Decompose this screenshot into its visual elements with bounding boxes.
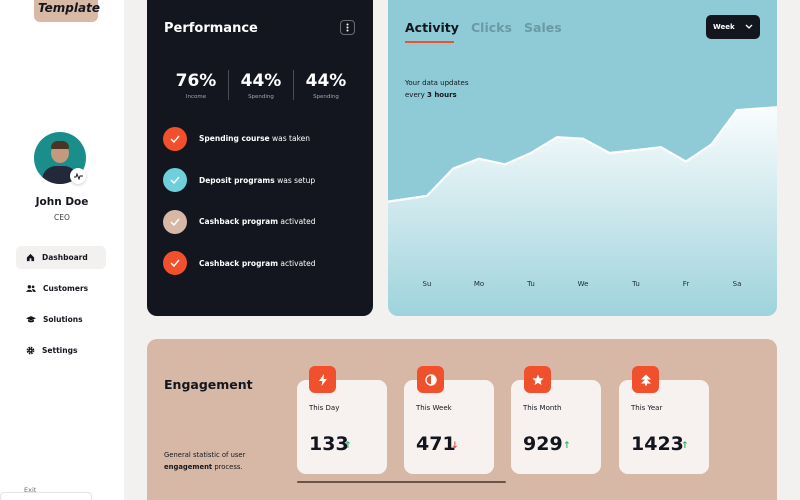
stat-card-label: This Year bbox=[631, 404, 663, 412]
sidebar-item-settings[interactable]: Settings bbox=[16, 339, 106, 362]
trend-down-icon: ↓ bbox=[451, 441, 459, 451]
x-tick-label: Su bbox=[422, 280, 432, 288]
sidebar-nav: Dashboard Customers Solutions Settings bbox=[16, 246, 106, 370]
stat-label: Spending bbox=[248, 94, 274, 100]
logo[interactable] bbox=[34, 0, 98, 22]
x-tick-label: Sa bbox=[732, 280, 742, 288]
task-text: Spending course was taken bbox=[199, 134, 311, 143]
update-note: Your data updates every 3 hours bbox=[405, 79, 469, 99]
trend-up-icon: ↑ bbox=[344, 441, 352, 451]
x-tick-label: Mo bbox=[473, 280, 485, 288]
x-tick-label: We bbox=[577, 280, 589, 288]
task-item[interactable]: Deposit programs was setup bbox=[163, 168, 316, 193]
engagement-description: General statistic of user engagement pro… bbox=[164, 451, 246, 471]
chevron-down-icon bbox=[745, 24, 753, 29]
stat-label: Spending bbox=[313, 94, 339, 100]
exit-button[interactable] bbox=[0, 492, 92, 500]
users-icon bbox=[26, 285, 36, 292]
stat-card-day[interactable]: This Day 133 ↑ bbox=[297, 380, 387, 474]
stat-card-value: 133 bbox=[309, 433, 349, 455]
check-icon bbox=[163, 168, 187, 192]
home-icon bbox=[26, 253, 35, 262]
star-icon bbox=[524, 366, 551, 393]
vertical-dots-icon bbox=[346, 23, 349, 32]
sidebar-item-customers[interactable]: Customers bbox=[16, 277, 106, 300]
engagement-card: Engagement General statistic of user eng… bbox=[147, 339, 777, 500]
activity-area bbox=[388, 107, 777, 316]
stat-card-label: This Day bbox=[309, 404, 340, 412]
logo-text: Template bbox=[38, 1, 100, 15]
performance-title: Performance bbox=[164, 21, 258, 36]
x-tick-label: Fr bbox=[682, 280, 690, 288]
active-tab-indicator bbox=[405, 41, 454, 43]
activity-line bbox=[388, 106, 777, 203]
carousel-scrollbar[interactable] bbox=[297, 481, 506, 483]
stat-label: Income bbox=[185, 94, 207, 100]
task-item[interactable]: Cashback program activated bbox=[163, 251, 316, 276]
task-item[interactable]: Spending course was taken bbox=[163, 126, 316, 151]
stat-card-year[interactable]: This Year 1423 ↑ bbox=[619, 380, 709, 474]
tab-sales[interactable]: Sales bbox=[524, 20, 562, 35]
sidebar-item-dashboard[interactable]: Dashboard bbox=[16, 246, 106, 269]
period-select[interactable]: Week bbox=[706, 15, 760, 39]
stat-card-value: 929 bbox=[523, 433, 563, 455]
period-select-value: Week bbox=[713, 23, 735, 31]
sidebar: Template John Doe CEO Dashboard Customer… bbox=[0, 0, 124, 500]
double-chevron-up-icon bbox=[632, 366, 659, 393]
activity-chart bbox=[388, 106, 777, 316]
stat-card-label: This Month bbox=[523, 404, 562, 412]
stat-card-value: 1423 bbox=[631, 433, 684, 455]
check-icon bbox=[163, 126, 187, 151]
task-text: Deposit programs was setup bbox=[199, 175, 316, 185]
stat-card-value: 471 bbox=[416, 433, 456, 455]
stat-income: 76% Income bbox=[164, 70, 228, 100]
x-tick-label: Tu bbox=[632, 280, 640, 288]
stat-card-label: This Week bbox=[416, 404, 452, 412]
stat-value: 44% bbox=[305, 71, 347, 91]
user-role: CEO bbox=[54, 213, 70, 222]
x-tick-label: Tu bbox=[527, 280, 535, 288]
stat-spending-2: 44% Spending bbox=[293, 70, 358, 100]
pulse-icon[interactable] bbox=[70, 168, 86, 184]
stat-card-week[interactable]: This Week 471 ↓ bbox=[404, 380, 494, 474]
more-options-button[interactable] bbox=[340, 20, 355, 35]
stat-spending: 44% Spending bbox=[228, 70, 293, 100]
task-item[interactable]: Cashback program activated bbox=[163, 209, 316, 234]
user-name: John Doe bbox=[35, 196, 89, 208]
trend-up-icon: ↑ bbox=[563, 441, 571, 451]
check-icon bbox=[163, 209, 187, 234]
lightning-icon bbox=[309, 366, 336, 393]
trend-up-icon: ↑ bbox=[681, 441, 689, 451]
sidebar-item-label: Dashboard bbox=[42, 253, 88, 262]
stat-value: 44% bbox=[240, 71, 282, 91]
engagement-title: Engagement bbox=[164, 377, 253, 392]
performance-stats: 76% Income 44% Spending 44% Spending bbox=[164, 70, 358, 100]
sidebar-item-label: Solutions bbox=[43, 315, 83, 324]
sidebar-item-label: Customers bbox=[43, 284, 89, 293]
gear-icon bbox=[26, 346, 35, 355]
check-icon bbox=[163, 251, 187, 275]
sidebar-item-solutions[interactable]: Solutions bbox=[16, 308, 106, 331]
performance-card: Performance 76% Income 44% Spending 44% … bbox=[147, 0, 373, 316]
stat-value: 76% bbox=[175, 71, 217, 91]
sidebar-item-label: Settings bbox=[42, 346, 78, 355]
activity-card: Activity Clicks Sales Week Your data upd… bbox=[388, 0, 777, 316]
exit-label[interactable]: Exit bbox=[24, 486, 37, 494]
half-circle-icon bbox=[417, 366, 444, 393]
stat-card-month[interactable]: This Month 929 ↑ bbox=[511, 380, 601, 474]
task-text: Cashback program activated bbox=[199, 217, 316, 226]
tab-clicks[interactable]: Clicks bbox=[471, 20, 512, 35]
graduation-cap-icon bbox=[26, 316, 36, 323]
task-text: Cashback program activated bbox=[199, 258, 316, 268]
tab-activity[interactable]: Activity bbox=[405, 20, 459, 35]
task-list: Spending course was taken Deposit progra… bbox=[163, 126, 316, 292]
